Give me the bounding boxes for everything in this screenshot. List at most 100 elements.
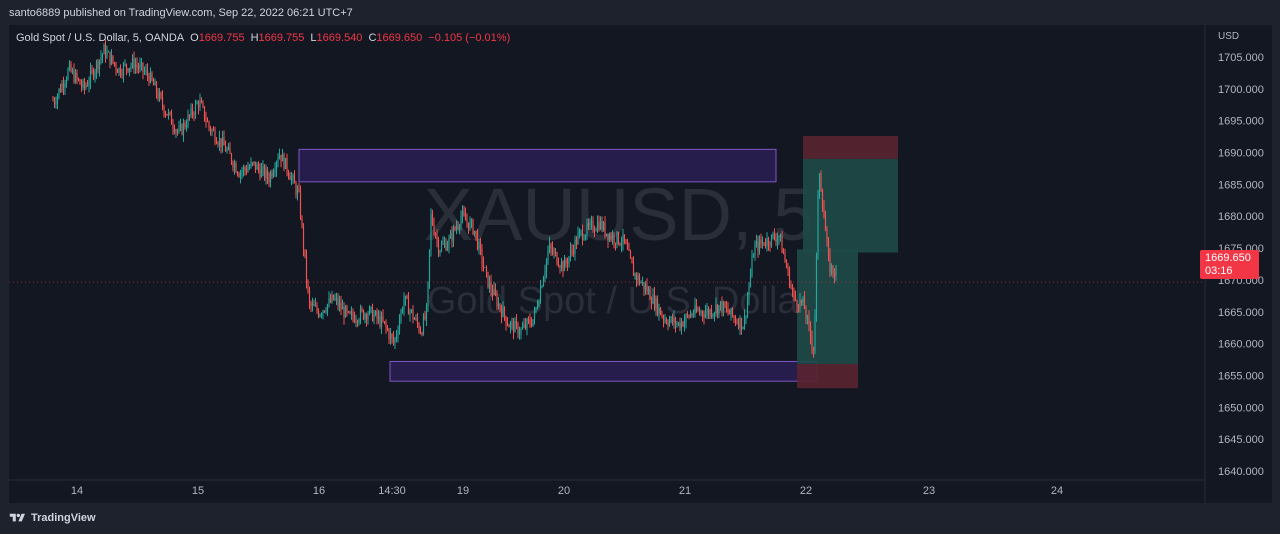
candle-body	[767, 238, 770, 245]
candle-body	[481, 248, 483, 264]
candle-body	[505, 316, 507, 325]
candle-body	[106, 52, 108, 58]
candle-body	[674, 317, 677, 325]
candle-body	[637, 275, 639, 280]
candle-body	[772, 234, 774, 236]
candle-body	[406, 295, 408, 299]
candle-body	[409, 310, 411, 315]
candle-body	[548, 244, 551, 252]
candle-body	[181, 124, 183, 135]
candle-body	[308, 290, 311, 303]
price-tick-label: 1660.000	[1218, 339, 1264, 351]
candle-body	[301, 217, 303, 226]
candle-body	[386, 327, 389, 331]
candle-body	[715, 305, 717, 313]
supply-zone	[298, 148, 777, 183]
legend-symbol[interactable]: Gold Spot / U.S. Dollar, 5, OANDA	[16, 32, 185, 44]
candle-body	[595, 229, 597, 231]
candle-body	[700, 311, 702, 313]
candle-body	[545, 259, 548, 272]
candle-body	[763, 242, 765, 245]
candle-body	[145, 70, 147, 72]
candle-body	[422, 316, 425, 335]
candle-body	[337, 298, 339, 307]
candle-body	[589, 222, 591, 226]
candle-body	[745, 315, 747, 317]
time-tick-label: 21	[679, 485, 691, 497]
candle-body	[635, 273, 638, 280]
candle-body	[358, 320, 360, 323]
price-tick-label: 1690.000	[1218, 148, 1264, 160]
candle-body	[365, 314, 368, 320]
candle-body	[397, 331, 399, 336]
last-price-value: 1669.650	[1205, 252, 1251, 264]
candle-body	[71, 70, 74, 72]
candle-body	[395, 335, 398, 339]
candle-body	[832, 265, 834, 273]
candle-body	[109, 51, 111, 65]
candle-body	[719, 301, 722, 306]
candle-body	[685, 314, 687, 321]
candle-body	[583, 238, 585, 240]
candle-body	[232, 162, 234, 168]
candle-body	[350, 312, 353, 314]
candle-body	[533, 311, 536, 320]
candle-body	[551, 248, 554, 253]
candle-body	[164, 113, 167, 115]
candle-body	[52, 100, 54, 102]
candle-body	[179, 124, 182, 129]
chart-panel[interactable]: XAUUSD, 5 Gold Spot / U.S. Dollar USD 1705.…	[9, 25, 1272, 503]
candle-body	[770, 234, 773, 246]
candle-body	[565, 260, 567, 264]
candle-body	[169, 112, 171, 114]
candle-body	[455, 226, 458, 230]
candle-body	[578, 230, 581, 234]
candle-body	[437, 239, 440, 253]
position-lower-target-area	[797, 249, 858, 364]
candle-body	[712, 314, 714, 317]
tradingview-logo[interactable]: TradingView	[9, 512, 96, 524]
candle-body	[724, 301, 726, 308]
candle-body	[149, 72, 152, 83]
candle-body	[257, 164, 260, 170]
legend-change: −0.105 (−0.01%)	[428, 32, 511, 44]
demand-zone	[389, 360, 818, 382]
candle-body	[284, 157, 287, 169]
candle-body	[208, 121, 210, 128]
candle-body	[730, 308, 732, 315]
candle-body	[76, 72, 78, 79]
candle-body	[328, 298, 330, 305]
candle-body	[157, 93, 159, 99]
candle-body	[574, 239, 576, 254]
candle-body	[463, 211, 465, 215]
candle-body	[220, 138, 222, 148]
candle-body	[512, 321, 515, 333]
candle-body	[647, 289, 650, 293]
candle-body	[605, 233, 608, 236]
candle-body	[478, 241, 480, 250]
candle-body	[458, 226, 461, 228]
candle-body	[590, 221, 593, 223]
candle-body	[581, 230, 584, 240]
candle-body	[799, 299, 801, 309]
candle-body	[119, 68, 122, 75]
price-tick-label: 1685.000	[1218, 179, 1264, 191]
candle-body	[302, 225, 305, 250]
candle-body	[470, 220, 473, 222]
candle-body	[623, 234, 626, 241]
candle-body	[410, 309, 413, 311]
candle-body	[134, 64, 137, 69]
candle-body	[800, 299, 803, 303]
candle-body	[748, 286, 750, 299]
candle-body	[559, 266, 561, 268]
position-upper-target-area	[803, 158, 898, 253]
candle-body	[473, 230, 476, 234]
candle-body	[217, 143, 219, 145]
candle-body	[332, 294, 335, 300]
candle-body	[388, 330, 390, 340]
candle-body	[484, 267, 486, 268]
candle-body	[419, 330, 422, 334]
candle-body	[716, 305, 719, 314]
candle-body	[122, 64, 125, 76]
